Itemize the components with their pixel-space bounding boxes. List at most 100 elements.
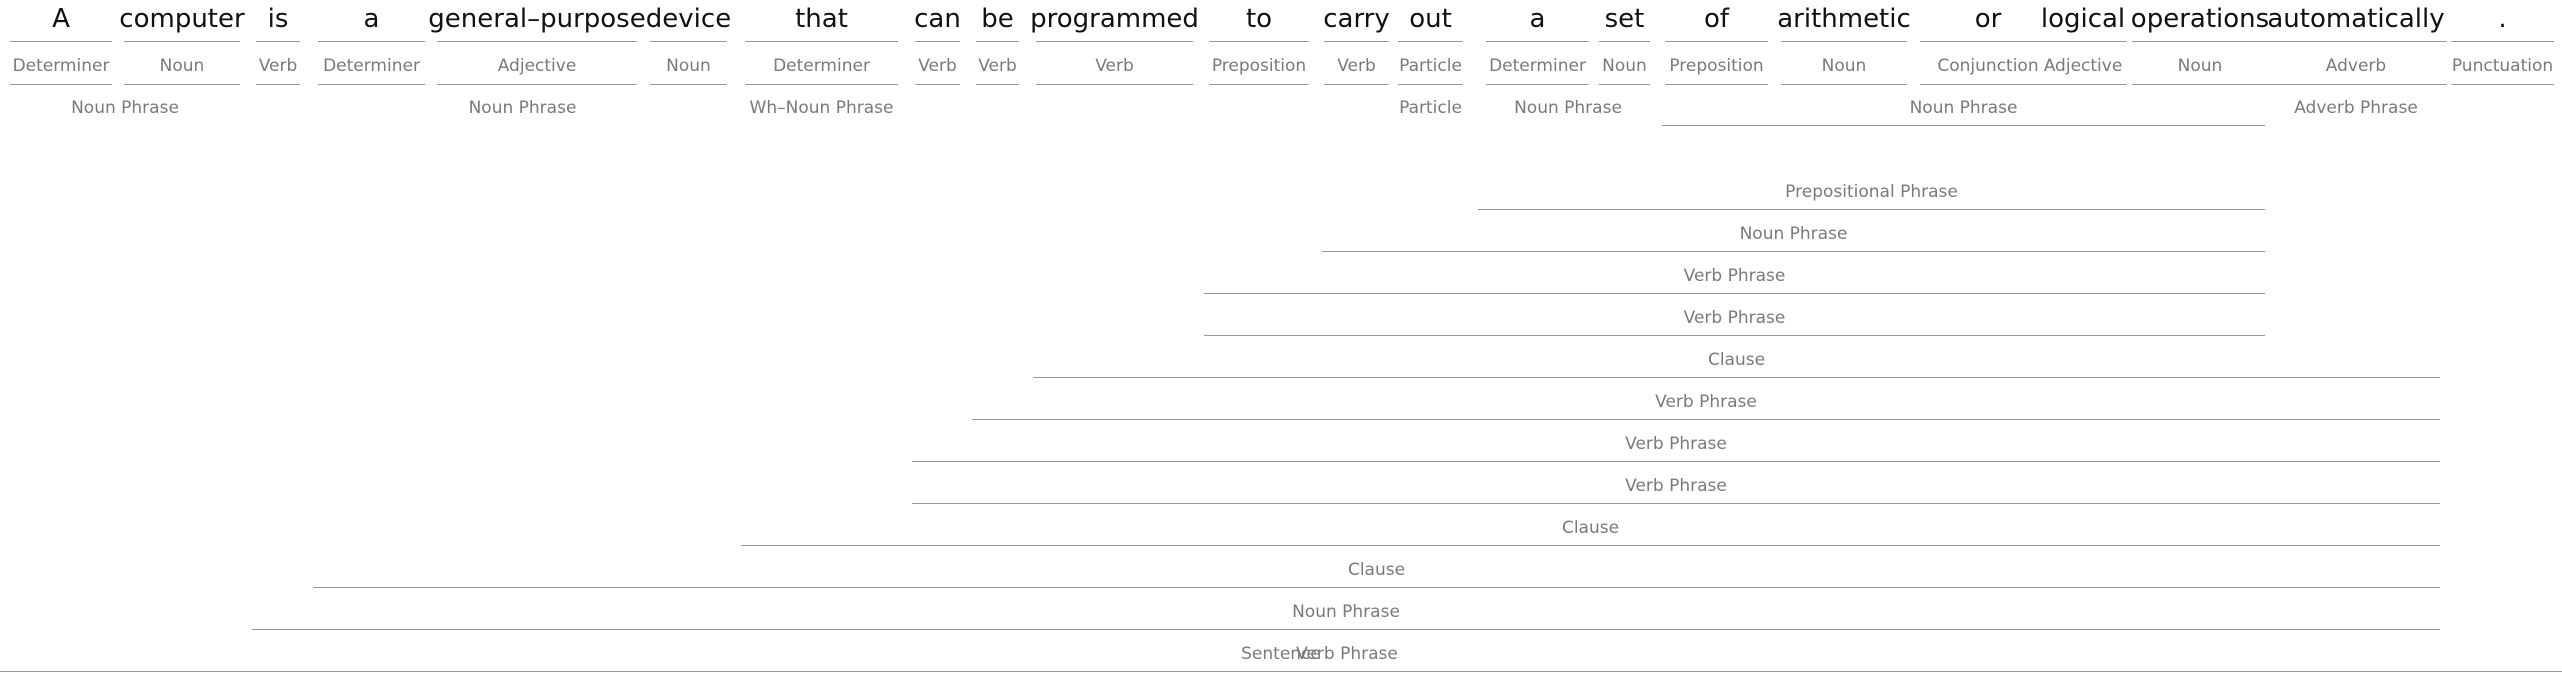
word-token: general–purpose — [428, 4, 646, 34]
phrase-span-line — [313, 587, 2440, 588]
pos-underline — [318, 84, 425, 85]
phrase-label: Verb Phrase — [1625, 476, 1727, 496]
word-token: A — [52, 4, 70, 34]
pos-underline — [2451, 84, 2554, 85]
phrase-label: Verb Phrase — [1683, 266, 1786, 286]
pos-tag: Noun — [666, 56, 711, 76]
phrase-span-line — [741, 545, 2440, 546]
word-token: automatically — [2267, 4, 2445, 34]
word-token: . — [2498, 4, 2507, 34]
pos-tag: Noun — [1602, 56, 1647, 76]
pos-underline — [1599, 84, 1650, 85]
pos-underline — [2132, 84, 2268, 85]
word-token: out — [1409, 4, 1452, 34]
pos-tag: Adjective — [2043, 56, 2123, 76]
phrase-label: Verb Phrase — [1655, 392, 1757, 412]
word-underline — [976, 41, 1019, 42]
pos-tag: Verb — [918, 56, 957, 76]
word-token: can — [914, 4, 961, 34]
pos-tag: Verb — [258, 56, 298, 76]
word-underline — [2451, 41, 2554, 42]
pos-tag: Adjective — [497, 56, 577, 76]
pos-underline — [1036, 84, 1193, 85]
word-underline — [1781, 41, 1907, 42]
word-underline — [745, 41, 898, 42]
pos-underline — [256, 84, 300, 85]
phrase-label: Clause — [1347, 560, 1406, 580]
phrase-span-line — [1478, 209, 2265, 210]
phrase-label: Verb Phrase — [1683, 308, 1786, 328]
phrase-label: Verb Phrase — [1625, 434, 1727, 454]
pos-underline — [650, 84, 727, 85]
pos-underline — [124, 84, 240, 85]
pos-tag: Verb — [1337, 56, 1376, 76]
pos-underline — [1324, 84, 1389, 85]
phrase-label: Noun Phrase — [1739, 224, 1848, 244]
pos-tag: Noun — [2177, 56, 2223, 76]
word-underline — [1920, 41, 2056, 42]
word-underline — [1599, 41, 1650, 42]
word-underline — [1398, 41, 1463, 42]
pos-tag: Determiner — [1489, 56, 1586, 76]
phrase-span-line — [252, 629, 2440, 630]
phrase-label: Prepositional Phrase — [1785, 182, 1958, 202]
word-underline — [2132, 41, 2268, 42]
phrase-label: Noun Phrase — [71, 98, 179, 118]
word-token: a — [1529, 4, 1546, 34]
pos-underline — [1920, 84, 2056, 85]
pos-underline — [1398, 84, 1463, 85]
phrase-label: Noun Phrase — [1909, 98, 2018, 118]
pos-underline — [915, 84, 960, 85]
pos-tag: Noun — [159, 56, 205, 76]
word-token: that — [795, 4, 848, 34]
pos-tag: Particle — [1399, 56, 1462, 76]
word-token: device — [645, 4, 732, 34]
pos-tag: Noun — [1821, 56, 1867, 76]
word-underline — [1324, 41, 1389, 42]
word-underline — [915, 41, 960, 42]
pos-underline — [2265, 84, 2447, 85]
pos-underline — [1486, 84, 1589, 85]
phrase-span-line — [912, 503, 2440, 504]
word-underline — [1209, 41, 1309, 42]
pos-underline — [1781, 84, 1907, 85]
word-token: be — [981, 4, 1014, 34]
pos-tag: Determiner — [323, 56, 420, 76]
pos-underline — [976, 84, 1019, 85]
word-underline — [1665, 41, 1768, 42]
word-underline — [318, 41, 425, 42]
word-underline — [124, 41, 240, 42]
word-token: logical — [2040, 4, 2126, 34]
phrase-span-line — [1662, 125, 2265, 126]
word-token: operations — [2130, 4, 2270, 34]
phrase-label: Adverb Phrase — [2294, 98, 2418, 118]
phrase-label: Clause — [1707, 350, 1766, 370]
phrase-span-line — [0, 671, 2562, 672]
phrase-label: Noun Phrase — [468, 98, 577, 118]
phrase-span-line — [1322, 251, 2265, 252]
word-underline — [256, 41, 300, 42]
word-token: to — [1245, 4, 1273, 34]
pos-tag: Conjunction — [1937, 56, 2039, 76]
pos-underline — [1665, 84, 1768, 85]
word-token: computer — [119, 4, 245, 34]
pos-tag: Adverb — [2325, 56, 2387, 76]
pos-tag: Punctuation — [2451, 56, 2554, 76]
word-token: arithmetic — [1777, 4, 1911, 34]
pos-tag: Preposition — [1211, 56, 1307, 76]
phrase-label: Verb Phrase — [1296, 644, 1398, 664]
word-underline — [2265, 41, 2447, 42]
pos-underline — [437, 84, 637, 85]
word-token: a — [363, 4, 380, 34]
phrase-span-line — [1204, 293, 2265, 294]
phrase-label: Clause — [1561, 518, 1620, 538]
word-underline — [1036, 41, 1193, 42]
word-token: carry — [1323, 4, 1390, 34]
phrase-label: Particle — [1399, 98, 1462, 118]
phrase-label: Wh–Noun Phrase — [749, 98, 894, 118]
word-token: set — [1604, 4, 1645, 34]
word-token: or — [1974, 4, 2002, 34]
word-underline — [10, 41, 112, 42]
pos-underline — [745, 84, 898, 85]
